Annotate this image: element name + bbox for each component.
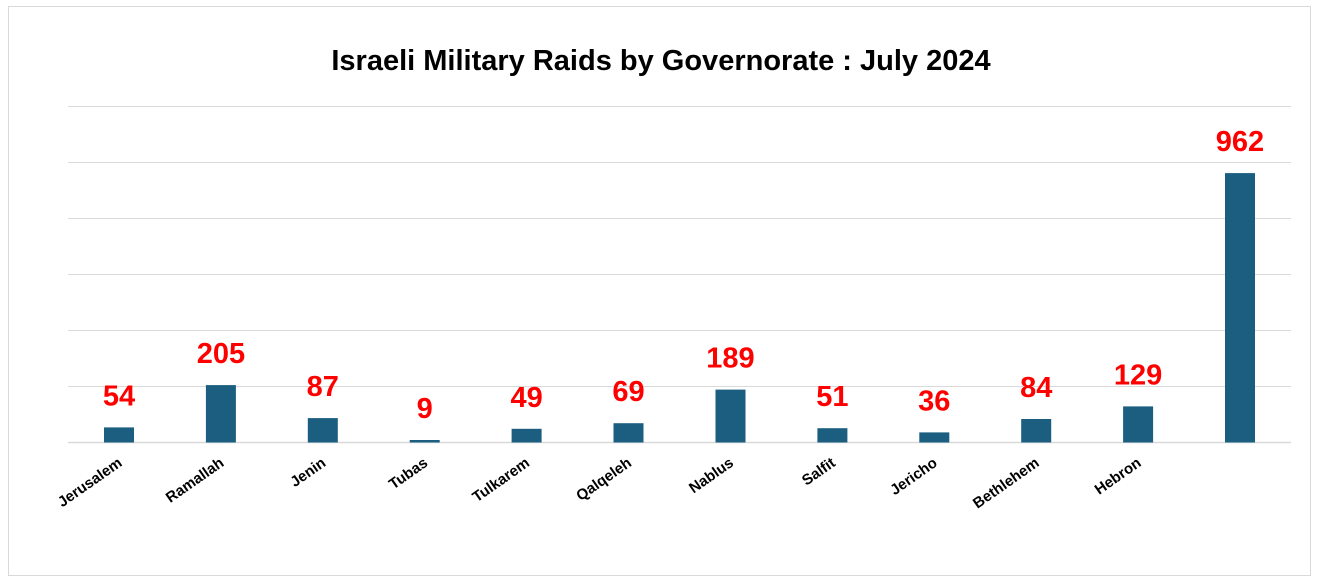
- bar: [919, 432, 950, 443]
- data-labels: 54 205 87 9 49 69 189 51 36 84 129 962: [103, 126, 1264, 425]
- data-label: 189: [706, 343, 754, 375]
- bar: [104, 427, 134, 443]
- gridlines: [68, 106, 1291, 444]
- bar: [1021, 419, 1052, 443]
- data-label: 962: [1216, 126, 1264, 158]
- x-tick-label: Jerusalem: [55, 454, 126, 510]
- data-label: 205: [197, 338, 245, 370]
- data-label: 54: [103, 380, 135, 412]
- data-label: 9: [417, 393, 433, 425]
- data-label: 36: [918, 385, 950, 417]
- x-tick-label: Jericho: [887, 454, 940, 499]
- x-axis-tick-labels: Jerusalem Ramallah Jenin Tubas Tulkarem Qalqe…: [55, 454, 1145, 512]
- bar: [511, 428, 542, 443]
- x-tick-label: Tubas: [386, 454, 431, 493]
- bars: [104, 173, 1255, 443]
- bar-chart: Israeli Military Raids by Governorate : …: [55, 45, 1291, 512]
- chart-title: Israeli Military Raids by Governorate : …: [331, 45, 990, 77]
- data-label: 129: [1114, 359, 1162, 391]
- bar: [307, 418, 338, 443]
- bar: [409, 440, 440, 443]
- x-tick-label: Ramallah: [163, 454, 227, 506]
- data-label: 69: [612, 376, 644, 408]
- bar: [817, 428, 848, 443]
- x-tick-label: Nablus: [686, 454, 737, 497]
- x-tick-label: Salfit: [799, 454, 839, 489]
- bar: [1225, 173, 1255, 443]
- data-label: 51: [816, 381, 848, 413]
- data-label: 84: [1020, 372, 1052, 404]
- bar: [205, 385, 236, 443]
- data-label: 49: [510, 382, 542, 414]
- x-tick-label: Hebron: [1092, 454, 1145, 498]
- bar: [715, 389, 746, 443]
- x-tick-label: Bethlehem: [970, 454, 1043, 512]
- x-tick-label: Jenin: [287, 454, 329, 490]
- data-label: 87: [307, 371, 339, 403]
- x-tick-label: Qalqeleh: [573, 454, 635, 504]
- bar: [613, 423, 644, 443]
- bar: [1123, 406, 1154, 443]
- chart-frame: Israeli Military Raids by Governorate : …: [8, 6, 1311, 576]
- x-tick-label: Tulkarem: [469, 454, 532, 506]
